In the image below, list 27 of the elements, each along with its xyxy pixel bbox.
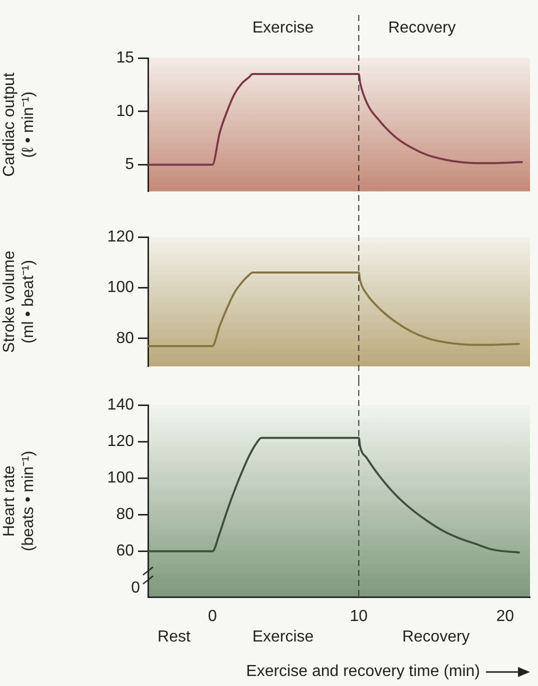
text: 0	[131, 579, 140, 596]
y-tick-label: 100	[107, 470, 134, 487]
text: Recovery	[402, 628, 470, 646]
y-tick-label: 60	[116, 542, 134, 560]
y-axis-title: Stroke volume (ml • beat⁻¹)	[1, 250, 38, 353]
x-axis-title: Exercise and recovery time (min)	[246, 663, 480, 681]
x-tick-label: 10	[350, 608, 368, 626]
y-tick-label: 10	[116, 102, 134, 120]
y-tick-label: 120	[107, 432, 134, 450]
x-tick-label: 20	[496, 608, 514, 626]
y-axis-title: Heart rate (beats • min⁻¹)	[1, 450, 38, 552]
y-tick-label: 80	[116, 330, 134, 347]
line-series	[148, 272, 521, 348]
y-tick-label: 80	[116, 506, 134, 524]
line-series	[148, 73, 524, 166]
y-tick-label: 100	[107, 279, 134, 296]
text: Exercise	[252, 19, 314, 36]
y-tick-label: 140	[107, 396, 134, 414]
text: Rest	[158, 628, 191, 646]
text: Exercise	[252, 628, 314, 646]
line-series	[148, 436, 521, 554]
text: Recovery	[388, 19, 456, 36]
y-axis-title: Cardiac output (ℓ • min⁻¹)	[1, 72, 38, 177]
y-tick-label: 15	[116, 49, 134, 66]
y-tick-label: 5	[125, 156, 134, 174]
x-tick-label: 0	[208, 608, 217, 626]
y-tick-label: 120	[107, 228, 134, 246]
